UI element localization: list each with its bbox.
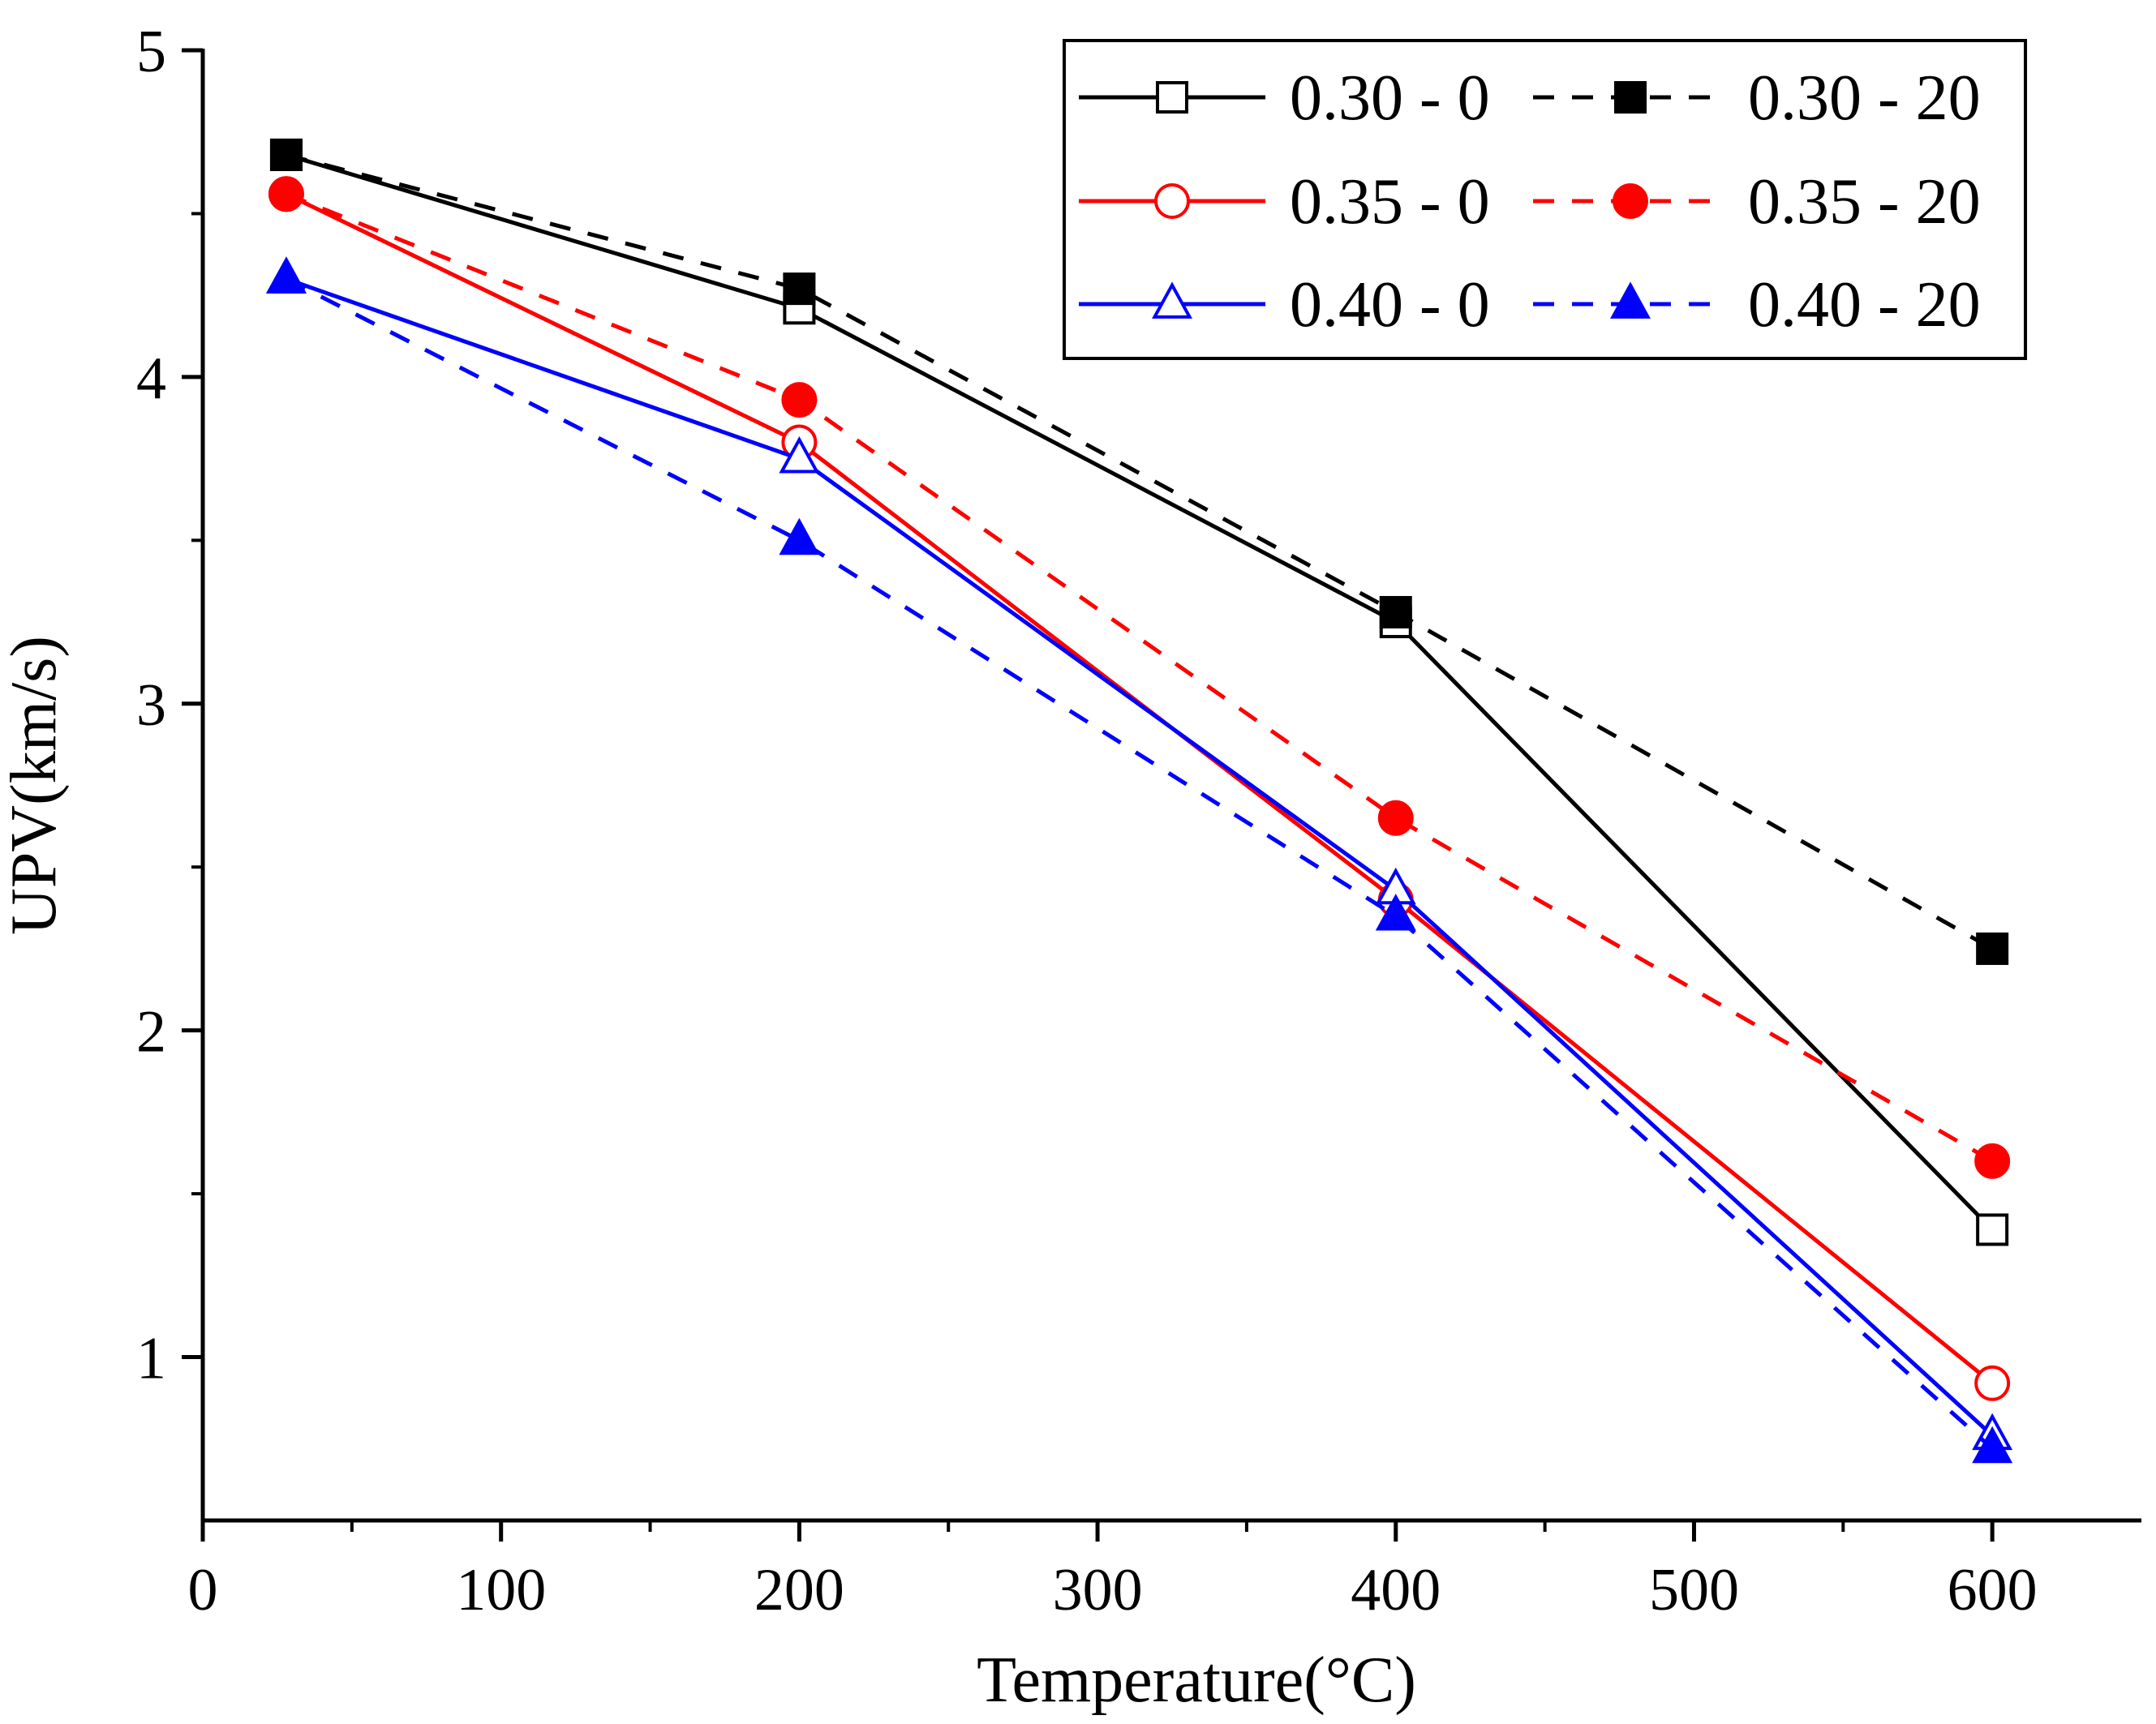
legend: 0.30 - 0 0.30 - 20 0.35 - 0 0.35 - 20 0.40 -… [1063,39,2027,360]
legend-marker [1614,81,1647,114]
data-point [1974,1143,2011,1179]
series-0-35-0 [268,176,2011,1401]
series-0-30-20 [269,138,2009,965]
data-point [269,138,303,171]
series-line [286,152,1994,951]
data-point [1976,932,2009,965]
data-point [783,272,816,306]
legend-item: 0.40 - 0 [1079,269,1490,341]
legend-marker [1154,183,1190,219]
legend-item: 0.35 - 20 [1533,166,1981,238]
data-point [1974,1365,2011,1401]
legend-item: 0.35 - 0 [1079,166,1490,238]
legend-item: 0.30 - 20 [1533,62,1981,134]
series-line [286,191,1994,1163]
data-point [1377,800,1414,836]
y-tick-label: 3 [136,672,166,739]
legend-label: 0.30 - 0 [1290,62,1490,134]
y-tick-label: 4 [136,345,166,412]
legend-label: 0.35 - 0 [1290,166,1490,238]
data-point [1976,1213,2009,1246]
data-point [1972,1426,2013,1464]
legend-marker [1613,183,1648,219]
y-tick-label: 1 [136,1326,166,1392]
y-tick-label: 5 [136,19,166,85]
x-tick-label: 200 [754,1557,844,1623]
series-0-40-20 [265,256,2013,1464]
legend-label: 0.40 - 0 [1290,269,1490,341]
legend-marker [1152,281,1192,319]
legend-label: 0.35 - 20 [1748,166,1981,238]
data-point [779,517,820,555]
x-tick-label: 400 [1351,1557,1441,1623]
y-tick-label: 2 [136,999,166,1066]
x-tick-label: 600 [1948,1557,2038,1623]
data-point [781,382,818,418]
series-0-35-20 [268,176,2011,1179]
data-point [779,436,820,474]
data-point [1375,894,1416,931]
legend-marker [1610,281,1651,319]
legend-marker [1156,81,1188,114]
legend-item: 0.40 - 20 [1533,269,1981,341]
data-point [268,176,304,212]
series-layer [265,138,2013,1464]
x-tick-label: 100 [456,1557,546,1623]
series-line [286,277,1994,1438]
series-line [285,192,1994,1385]
legend-label: 0.30 - 20 [1748,62,1981,134]
x-axis-title: Temperature(°C) [977,1645,1416,1716]
series-line [286,152,1994,1232]
data-point [1379,595,1412,628]
legend-item: 0.30 - 0 [1079,62,1490,134]
data-point [265,256,307,294]
x-tick-label: 500 [1649,1557,1739,1623]
axes: 0 100 200 300 400 500 600 1 2 3 4 5 [136,19,2141,1623]
x-tick-label: 0 [188,1557,218,1623]
legend-label: 0.40 - 20 [1748,269,1981,341]
series-0-40-0 [265,256,2013,1451]
x-tick-label: 300 [1053,1557,1143,1623]
y-axis-title: UPV(km/s) [0,636,70,935]
series-line [285,277,1994,1451]
